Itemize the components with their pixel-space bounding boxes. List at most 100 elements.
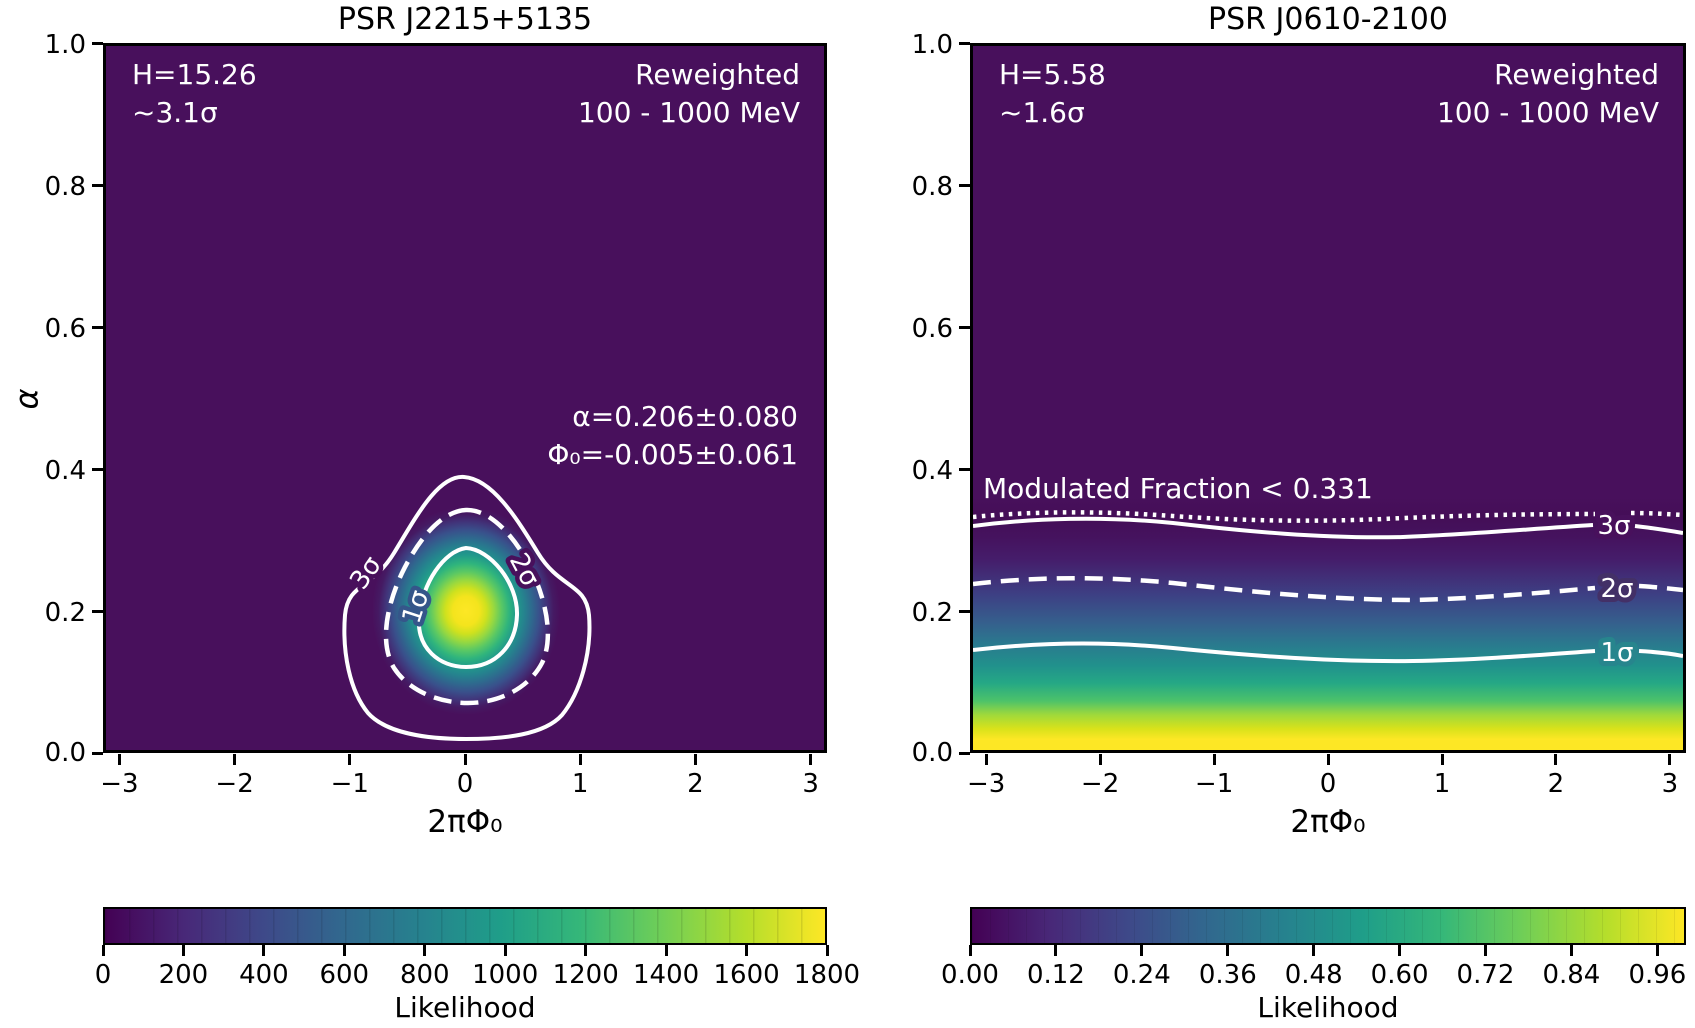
y-tick-mark (959, 325, 970, 329)
y-tick-label: 1.0 (44, 30, 86, 60)
colorbar-tick-label: 1400 (633, 960, 700, 990)
left-colorbar-label: Likelihood (394, 991, 536, 1024)
left-fit-phi0: Φ₀=-0.005±0.061 (547, 438, 798, 471)
x-tick-mark (463, 754, 467, 765)
colorbar-tick-mark (101, 945, 105, 956)
colorbar-tick-label: 0.36 (1198, 960, 1257, 990)
x-tick-label: −1 (1194, 769, 1234, 799)
y-tick-mark (959, 183, 970, 187)
x-tick-label: −1 (330, 769, 369, 799)
y-tick-label: 0.2 (44, 598, 86, 628)
y-tick-label: 0.4 (44, 456, 86, 486)
x-tick-mark (1440, 754, 1444, 765)
colorbar-tick-mark (1569, 945, 1573, 956)
contour-label-3sigma: 3σ (1597, 511, 1630, 541)
left-energy-range: 100 - 1000 MeV (577, 96, 800, 129)
x-tick-label: 0 (1319, 769, 1337, 799)
x-tick-label: 1 (1433, 769, 1451, 799)
x-tick-mark (117, 754, 121, 765)
right-plot-area: 3σ 2σ 1σ H=5.58 ~1.6σ Reweighted 100 - 1… (970, 43, 1686, 753)
x-tick-mark (348, 754, 352, 765)
right-colorbar-level-bands (972, 909, 1684, 943)
colorbar-tick-mark (503, 945, 507, 956)
colorbar-tick-label: 0.72 (1456, 960, 1515, 990)
colorbar-tick-label: 0.12 (1026, 960, 1085, 990)
x-tick-label: 1 (571, 769, 589, 799)
colorbar-tick-label: 0 (94, 960, 112, 990)
y-tick-label: 0.2 (911, 598, 953, 628)
y-tick-mark (959, 467, 970, 471)
x-tick-label: 3 (802, 769, 819, 799)
y-tick-mark (92, 183, 103, 187)
colorbar-tick-label: 1200 (552, 960, 619, 990)
y-tick-label: 0.4 (911, 456, 953, 486)
x-tick-mark (233, 754, 237, 765)
colorbar-tick-mark (1054, 945, 1058, 956)
colorbar-tick-mark (342, 945, 346, 956)
x-tick-mark (1098, 754, 1102, 765)
x-tick-mark (1554, 754, 1558, 765)
x-tick-mark (693, 754, 697, 765)
colorbar-tick-label: 200 (158, 960, 209, 990)
x-tick-label: 2 (1547, 769, 1565, 799)
x-tick-label: −3 (967, 769, 1006, 799)
colorbar-tick-mark (584, 945, 588, 956)
colorbar-tick-mark (1655, 945, 1659, 956)
modulated-fraction-annotation: Modulated Fraction < 0.331 (983, 472, 1373, 505)
y-tick-mark (92, 609, 103, 613)
colorbar-tick-mark (968, 945, 972, 956)
x-tick-label: 3 (1661, 769, 1679, 799)
colorbar-tick-label: 400 (239, 960, 289, 990)
colorbar-tick-mark (181, 945, 185, 956)
x-tick-label: 0 (456, 769, 474, 799)
y-tick-mark (959, 751, 970, 755)
contour-1sigma (416, 545, 520, 670)
right-x-axis-label: 2πΦ₀ (1290, 804, 1366, 840)
colorbar-tick-mark (664, 945, 668, 956)
left-colorbar-level-bands (105, 909, 825, 943)
x-tick-mark (809, 754, 813, 765)
colorbar-tick-label: 600 (319, 960, 370, 990)
x-tick-mark (1668, 754, 1672, 765)
colorbar-tick-label: 0.24 (1112, 960, 1171, 990)
right-energy-range: 100 - 1000 MeV (1436, 96, 1659, 129)
left-x-axis-label: 2πΦ₀ (427, 804, 503, 840)
colorbar-tick-mark (1484, 945, 1487, 956)
contour-3sigma (342, 474, 592, 742)
x-tick-mark (984, 754, 988, 765)
colorbar-tick-mark (825, 945, 829, 956)
x-tick-mark (578, 754, 582, 765)
right-colorbar (970, 907, 1686, 945)
colorbar-tick-label: 1800 (793, 960, 861, 990)
x-tick-label: 2 (687, 769, 704, 799)
left-colorbar (103, 907, 827, 945)
left-fit-alpha: α=0.206±0.080 (572, 400, 798, 433)
left-heatmap-svg: 3σ 1σ 2σ (340, 474, 592, 742)
colorbar-tick-mark (745, 945, 749, 956)
colorbar-tick-label: 0.96 (1628, 960, 1687, 990)
y-tick-label: 0.6 (44, 314, 86, 344)
colorbar-tick-label: 0.00 (941, 960, 999, 990)
colorbar-tick-mark (1226, 945, 1230, 956)
colorbar-tick-label: 1000 (472, 960, 539, 990)
colorbar-tick-mark (423, 945, 427, 956)
y-tick-label: 1.0 (911, 30, 953, 60)
contour-1sigma (973, 641, 1683, 664)
right-plot-title: PSR J0610-2100 (1208, 2, 1448, 37)
colorbar-tick-label: 1600 (713, 960, 780, 990)
colorbar-tick-mark (262, 945, 266, 956)
likelihood-blob (372, 507, 560, 715)
contour-2sigma (383, 507, 551, 706)
y-tick-mark (92, 467, 103, 471)
colorbar-tick-mark (1398, 945, 1402, 956)
colorbar-tick-label: 0.60 (1370, 960, 1429, 990)
left-plot-title: PSR J2215+5135 (337, 2, 593, 37)
contour-label-1sigma: 1σ (1600, 638, 1633, 668)
y-tick-label: 0.8 (911, 172, 953, 202)
right-significance: ~1.6σ (999, 96, 1085, 129)
y-tick-mark (92, 751, 103, 755)
contour-2sigma (973, 575, 1683, 603)
left-y-axis-label: α (7, 388, 46, 410)
x-tick-label: −2 (215, 769, 254, 799)
